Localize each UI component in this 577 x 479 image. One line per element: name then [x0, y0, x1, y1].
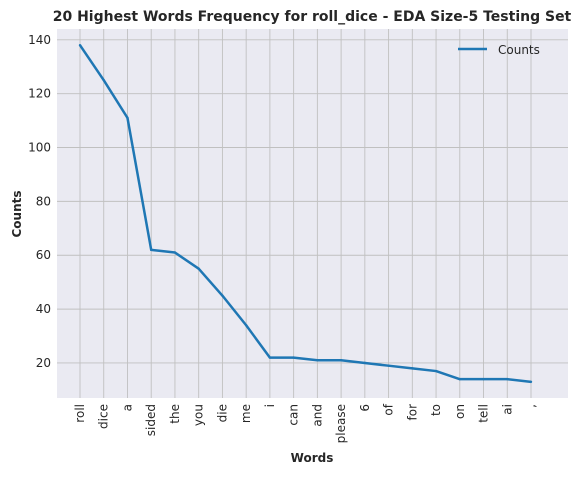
x-tick-label-11: please [334, 404, 348, 443]
x-tick-label-9: can [287, 404, 301, 426]
data-point-tell [482, 377, 485, 381]
data-point-the [173, 251, 177, 254]
x-tick-label-3: sided [144, 404, 158, 436]
data-point-6 [363, 361, 367, 365]
x-tick-label-13: of [382, 403, 396, 415]
data-point-dice [102, 78, 105, 82]
x-tick-label-1: dice [97, 404, 111, 429]
x-tick-labels: roll dice a sided the you die me i can and please 6 o… [73, 403, 538, 443]
data-point-of [387, 364, 390, 367]
y-tick-label-60: 60 [36, 248, 51, 262]
data-point-ai [506, 377, 509, 381]
x-tick-label-10: and [310, 404, 324, 427]
legend-label-counts: Counts [498, 43, 540, 57]
x-tick-label-6: die [215, 404, 229, 422]
plot-background [57, 29, 568, 398]
x-tick-label-14: for [405, 404, 419, 421]
data-point-to [434, 369, 438, 373]
grid-lines [57, 29, 568, 398]
data-point-me [244, 324, 248, 327]
y-tick-label-100: 100 [28, 141, 51, 155]
chart-title: 20 Highest Words Frequency for roll_dice… [53, 9, 572, 25]
data-point-and [316, 359, 319, 362]
x-tick-label-12: 6 [358, 404, 372, 412]
x-tick-label-8: i [263, 404, 277, 407]
x-tick-label-5: you [192, 404, 206, 426]
series-layer [78, 43, 533, 384]
data-point-for [411, 367, 414, 370]
x-tick-label-17: tell [477, 404, 491, 423]
x-tick-label-18: ai [500, 404, 514, 415]
y-tick-labels: 20 40 60 80 100 120 140 [28, 33, 51, 370]
y-tick-label-120: 120 [28, 87, 51, 101]
y-tick-label-140: 140 [28, 33, 51, 47]
data-point-on [458, 377, 461, 381]
x-tick-label-16: on [453, 404, 467, 419]
data-point-die [221, 294, 224, 297]
legend: Counts [458, 43, 540, 57]
x-axis-label: Words [291, 451, 334, 465]
x-tick-label-15: to [429, 404, 443, 416]
y-tick-label-80: 80 [36, 194, 51, 208]
data-point-a [126, 116, 129, 120]
data-point-you [197, 267, 200, 270]
x-tick-label-0: roll [73, 404, 87, 423]
data-point-roll [78, 43, 82, 47]
data-point-, [529, 380, 533, 384]
x-tick-label-19: , [524, 404, 538, 408]
y-tick-label-40: 40 [36, 302, 51, 316]
data-point-i [268, 356, 272, 359]
x-tick-label-7: me [239, 404, 253, 423]
data-point-please [339, 359, 343, 362]
y-axis-label: Counts [10, 190, 24, 237]
y-tick-label-20: 20 [36, 356, 51, 370]
data-point-sided [150, 248, 153, 252]
x-tick-label-4: the [168, 404, 182, 424]
series-line-counts [78, 44, 532, 384]
data-point-can [292, 356, 295, 359]
x-tick-label-2: a [120, 404, 134, 411]
